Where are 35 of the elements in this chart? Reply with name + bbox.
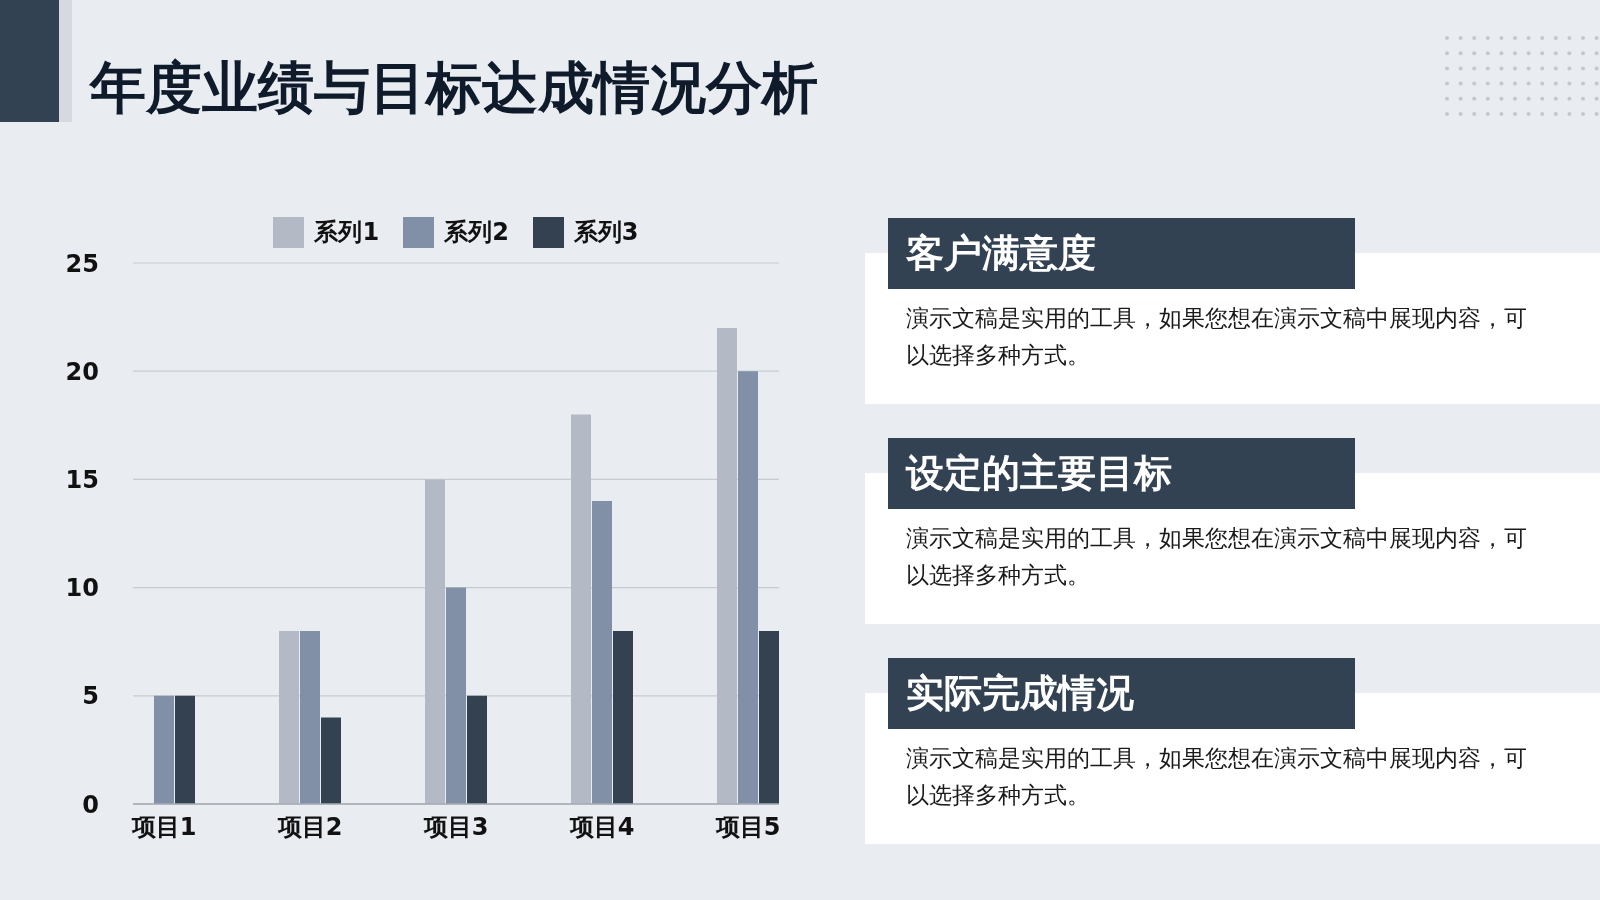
bar <box>613 630 633 804</box>
x-tick-label: 项目4 <box>568 813 635 842</box>
text: 演示文稿是实用的工具，如果您想在演示文稿中展现内容，可以选择多种方式。 <box>906 305 1527 368</box>
text: 设定的主要目标 <box>906 450 1172 497</box>
y-tick-label: 20 <box>65 357 99 386</box>
bar <box>571 414 591 804</box>
legend-label: 系列3 <box>573 217 639 248</box>
bar <box>425 479 445 804</box>
y-tick-label: 10 <box>65 574 99 603</box>
bar <box>738 371 758 804</box>
legend-label: 系列2 <box>444 217 509 248</box>
bar <box>759 630 779 804</box>
text: 实际完成情况 <box>906 670 1134 717</box>
bar <box>175 695 195 804</box>
bar <box>717 327 737 804</box>
bar <box>300 630 320 804</box>
x-tick-label: 项目3 <box>422 813 489 842</box>
y-tick-label: 5 <box>82 682 99 711</box>
y-tick-label: 25 <box>65 249 99 278</box>
x-tick-label: 项目5 <box>714 813 781 842</box>
y-tick-label: 15 <box>65 465 99 494</box>
y-tick-label: 0 <box>82 790 99 819</box>
legend-label: 系列1 <box>314 217 380 248</box>
text: 演示文稿是实用的工具，如果您想在演示文稿中展现内容，可以选择多种方式。 <box>906 525 1527 588</box>
x-tick-label: 项目2 <box>276 813 343 842</box>
bar <box>446 587 466 804</box>
bar <box>279 630 299 804</box>
chart-title: 年度业绩与目标达成情况分析 <box>90 55 818 120</box>
bar <box>592 501 612 804</box>
text: 演示文稿是实用的工具，如果您想在演示文稿中展现内容，可以选择多种方式。 <box>906 745 1527 808</box>
bar <box>154 695 174 804</box>
bar <box>467 695 487 804</box>
text: 客户满意度 <box>906 230 1096 277</box>
x-tick-label: 项目1 <box>130 813 197 842</box>
bar <box>321 717 341 804</box>
